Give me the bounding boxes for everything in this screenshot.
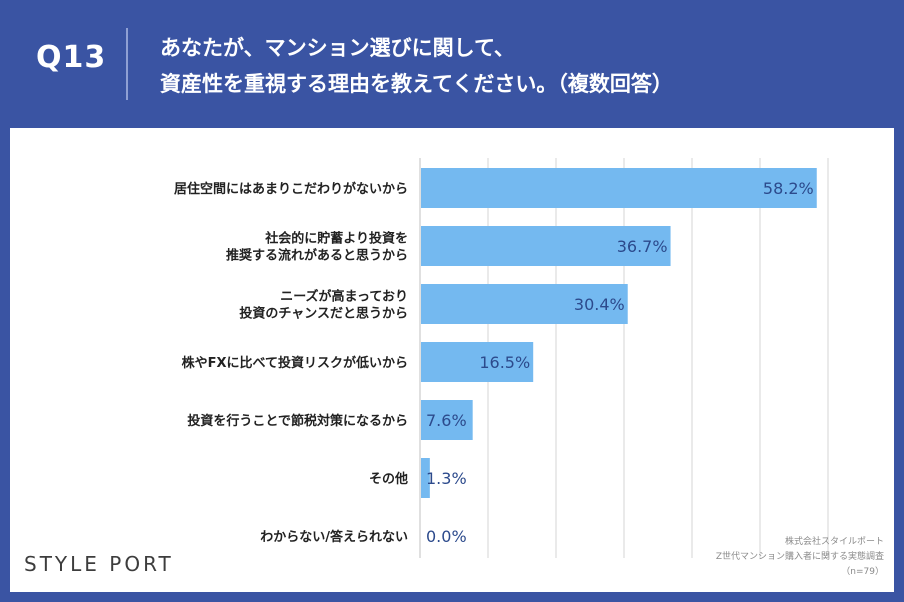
brand-logo: STYLE PORT [24, 552, 174, 576]
bar [421, 226, 671, 266]
data-label: 16.5% [479, 353, 530, 372]
category-label: その他 [369, 471, 408, 487]
question-title-line-2: 資産性を重視する理由を教えてください。（複数回答） [160, 72, 673, 96]
bar [421, 284, 628, 324]
category-label: 社会的に貯蓄より投資を [264, 231, 408, 247]
bar-chart: 居住空間にはあまりこだわりがないから 58.2% 社会的に貯蓄より投資を推奨する流れ… [174, 158, 829, 558]
data-label: 1.3% [426, 469, 467, 488]
source-company: 株式会社スタイルポート [784, 537, 884, 547]
category-label: 投資のチャンスだと思うから [239, 306, 408, 322]
header: Q13 あなたが、マンション選びに関して、 資産性を重視する理由を教えてください… [0, 0, 904, 128]
question-number: Q13 [36, 40, 107, 75]
source-survey: Z世代マンション購入者に関する実態調査 [715, 552, 884, 562]
category-label: 投資を行うことで節税対策になるから [187, 413, 408, 429]
question-title: あなたが、マンション選びに関して、 資産性を重視する理由を教えてください。（複数… [160, 30, 880, 102]
category-label: わからない/答えられない [260, 529, 408, 545]
category-label: 株やFXに比べて投資リスクが低いから [182, 355, 408, 371]
header-divider [126, 28, 128, 100]
bar [421, 168, 817, 208]
category-label: 居住空間にはあまりこだわりがないから [174, 181, 408, 197]
data-label: 30.4% [574, 295, 625, 314]
bar [421, 458, 430, 498]
data-label: 36.7% [617, 237, 668, 256]
chart-panel: 居住空間にはあまりこだわりがないから 58.2% 社会的に貯蓄より投資を 推奨する流れ… [10, 128, 894, 592]
data-label: 0.0% [426, 527, 467, 546]
category-label: 推奨する流れがあると思うから [226, 248, 408, 264]
question-title-line-1: あなたが、マンション選びに関して、 [160, 36, 515, 60]
data-label: 7.6% [426, 411, 467, 430]
bar [421, 342, 534, 382]
category-label: ニーズが高まっており [280, 289, 408, 305]
source-note: 株式会社スタイルポート Z世代マンション購入者に関する実態調査 （n=79） [624, 535, 884, 580]
data-label: 58.2% [763, 179, 814, 198]
source-sample-size: （n=79） [841, 567, 884, 577]
bar [421, 400, 473, 440]
